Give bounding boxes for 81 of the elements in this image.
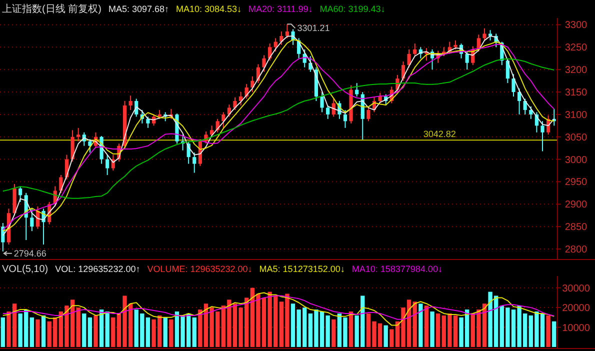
y-tick-label: 3000 <box>564 154 588 166</box>
y-tick-label: 10000 <box>562 322 590 334</box>
bar <box>412 302 417 347</box>
text: MA10: 158377984.00↓ <box>352 264 442 274</box>
candlestick <box>529 106 533 120</box>
y-tick-label: 20000 <box>562 303 590 314</box>
bar <box>0 317 5 347</box>
bar <box>424 306 429 347</box>
y-tick-label: 3050 <box>564 132 588 144</box>
candlestick <box>332 98 336 118</box>
candlestick <box>320 92 324 113</box>
bar <box>546 315 550 347</box>
candlestick <box>407 48 411 68</box>
bar <box>430 312 434 347</box>
line-series <box>2 295 555 320</box>
candlestick <box>285 24 289 39</box>
bar <box>36 319 40 347</box>
bar <box>552 321 556 347</box>
bar <box>418 304 423 347</box>
candlestick <box>70 130 74 162</box>
candlestick <box>413 43 417 57</box>
candlestick <box>280 30 284 46</box>
line-series <box>2 292 555 326</box>
candlestick <box>76 127 80 142</box>
bar <box>94 315 98 347</box>
bar <box>41 315 46 347</box>
y-tick-label: 3200 <box>564 65 588 76</box>
candlestick <box>355 82 359 98</box>
text: MA20: 3111.99↓ <box>248 4 313 14</box>
candlestick <box>482 28 486 41</box>
bar <box>332 319 336 347</box>
bar <box>348 312 354 347</box>
candlestick <box>326 104 330 120</box>
text: MA5: 151273152.00↓ <box>259 264 345 274</box>
y-tick-label: 2950 <box>564 177 588 188</box>
y-tick-label: 3150 <box>564 88 588 99</box>
bar <box>111 317 116 347</box>
candlestick <box>30 208 34 232</box>
candlestick <box>146 116 150 128</box>
bar <box>82 313 86 347</box>
candlestick <box>378 92 382 104</box>
bar <box>390 329 394 347</box>
series-label: VOLUME: 129635232.00↓ <box>147 264 252 274</box>
text: MA60: 3199.43↓ <box>320 4 386 14</box>
chart-title: 上证指数(日线 前复权) <box>2 3 102 15</box>
candlestick <box>540 120 544 152</box>
candlestick <box>233 96 237 110</box>
bar <box>436 313 440 347</box>
chart-title: VOL(5,10) <box>2 264 48 275</box>
bar <box>30 317 34 347</box>
candlestick <box>192 152 196 174</box>
text: MA5: 3097.68↑ <box>108 4 169 14</box>
candlestick <box>106 154 110 176</box>
chart-subtitle: VOL: 129635232.00↑ <box>55 264 140 274</box>
y-tick-label: 2900 <box>564 200 588 211</box>
candlestick <box>128 95 132 110</box>
bar <box>169 319 174 347</box>
candlestick <box>262 54 266 72</box>
candlestick <box>512 74 516 98</box>
annotation: 2794.66 <box>14 248 46 258</box>
candlestick <box>366 106 370 122</box>
bar <box>384 325 388 347</box>
bar <box>88 317 92 347</box>
y-tick-label: 3250 <box>564 42 588 54</box>
candlestick <box>465 51 469 70</box>
bar <box>146 317 150 347</box>
y-tick-label: 2800 <box>564 244 588 256</box>
ref-line-label: 3042.82 <box>423 129 456 140</box>
candlestick <box>343 109 348 128</box>
y-tick-label: 30000 <box>562 283 590 294</box>
candlestick <box>517 88 522 115</box>
bar <box>163 317 168 347</box>
y-tick-label: 3100 <box>564 110 588 121</box>
annotation: 3301.21 <box>297 23 330 34</box>
candlestick <box>18 186 22 202</box>
y-tick-label: 3300 <box>564 20 588 32</box>
candlestick <box>268 43 272 62</box>
candlestick <box>488 30 492 41</box>
y-tick-label: 2850 <box>564 222 588 234</box>
text: MA10: 3084.53↓ <box>176 4 242 14</box>
bar <box>192 317 196 347</box>
